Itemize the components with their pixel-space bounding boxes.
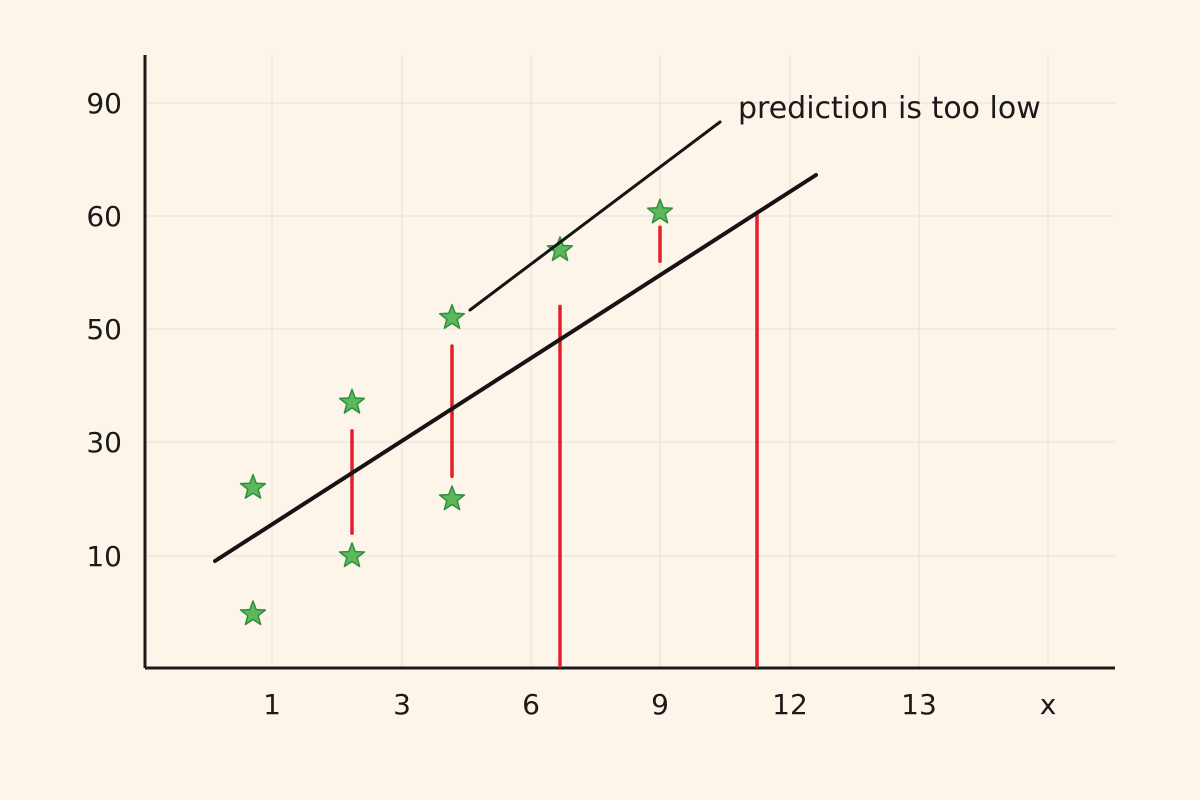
x-tick-label: 12: [772, 688, 808, 721]
axes: [143, 55, 1115, 670]
data-point-star: [239, 600, 267, 626]
data-point-star: [338, 542, 366, 568]
annotation-callout-line: [468, 120, 722, 312]
x-tick-label: 1: [263, 688, 281, 721]
y-tick-label: 30: [86, 426, 122, 459]
y-tick-label: 60: [86, 200, 122, 233]
y-tick-label: 10: [86, 540, 122, 573]
annotation-text: prediction is too low: [738, 91, 1041, 126]
data-point-star: [546, 236, 574, 262]
y-tick-labels: 90 60 50 30 10: [86, 87, 122, 573]
fit-line-group: [213, 173, 818, 563]
gridlines: [145, 55, 1115, 668]
data-points: [239, 198, 674, 626]
x-tick-labels: 1 3 6 9 12 13 x: [263, 688, 1056, 721]
y-tick-label: 90: [86, 87, 122, 120]
annotation: prediction is too low: [468, 91, 1041, 312]
x-tick-label: 13: [901, 688, 937, 721]
data-point-star: [239, 473, 267, 499]
y-tick-label: 50: [86, 313, 122, 346]
fit-line: [213, 173, 818, 563]
x-tick-label: 3: [393, 688, 411, 721]
data-point-star: [438, 303, 466, 329]
data-point-star: [338, 388, 366, 414]
data-point-star: [438, 485, 466, 511]
x-tick-label: x: [1040, 688, 1057, 721]
data-point-star: [646, 198, 674, 224]
x-tick-label: 6: [522, 688, 540, 721]
x-tick-label: 9: [651, 688, 669, 721]
